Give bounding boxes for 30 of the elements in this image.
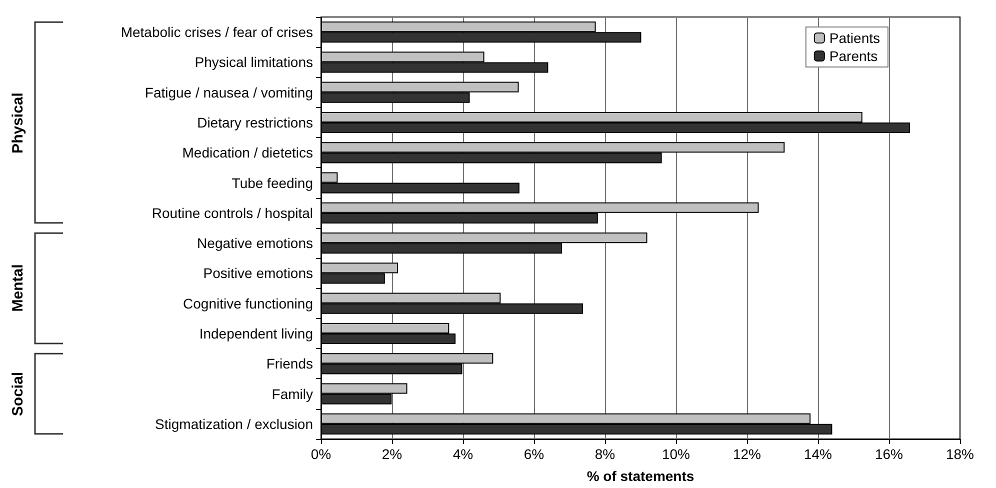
y-tick-label: Routine controls / hospital — [152, 204, 313, 221]
x-tick-label: 12% — [732, 446, 762, 462]
x-tick-label: 0% — [310, 446, 332, 462]
y-tick-label: Dietary restrictions — [197, 114, 313, 130]
x-tick-label: 18% — [946, 446, 974, 462]
x-tick-label: 10% — [662, 446, 690, 462]
x-tick-label: 2% — [382, 446, 402, 462]
y-tick-label: Tube feeding — [232, 174, 313, 191]
x-axis-title: % of statements — [586, 468, 694, 484]
x-tick-label: 16% — [874, 446, 904, 462]
x-tick-label: 8% — [594, 446, 616, 462]
y-tick-label: Independent living — [199, 326, 313, 342]
y-tick-label: Family — [272, 386, 313, 402]
y-tick-label: Positive emotions — [203, 265, 313, 282]
text: Physical — [10, 92, 26, 153]
y-tick-label: Stigmatization / exclusion — [155, 416, 313, 432]
x-tick-label: 14% — [804, 446, 832, 462]
y-tick-label: Friends — [266, 356, 313, 372]
y-tick-label: Negative emotions — [197, 235, 313, 252]
text: Mental — [10, 264, 26, 312]
y-tick-label: Metabolic crises / fear of crises — [120, 24, 313, 40]
y-tick-label: Cognitive functioning — [183, 295, 313, 312]
text: Social — [10, 372, 26, 416]
legend-label: Parents — [829, 48, 878, 64]
y-tick-label: Physical limitations — [194, 54, 313, 70]
y-tick-label: Fatigue / nausea / vomiting — [144, 84, 313, 100]
y-tick-label: Medication / dietetics — [182, 144, 313, 161]
legend-label: Patients — [829, 30, 880, 46]
x-tick-label: 6% — [524, 446, 544, 462]
x-tick-label: 4% — [452, 446, 474, 462]
